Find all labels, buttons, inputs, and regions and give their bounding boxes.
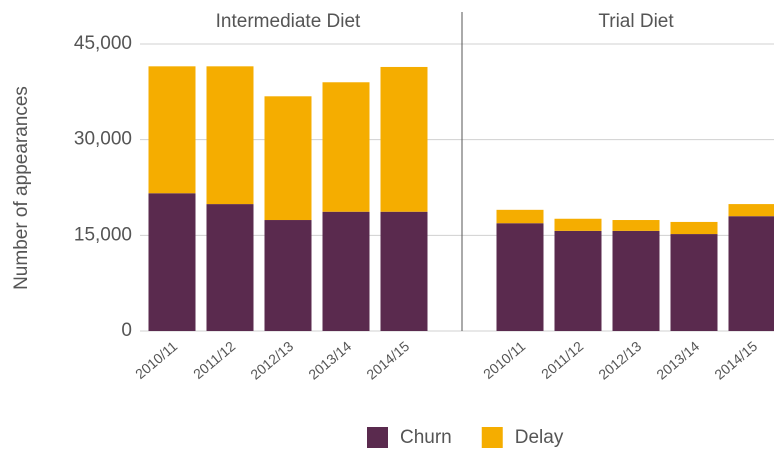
- x-tick-label: 2014/15: [711, 338, 760, 383]
- x-tick-label: 2012/13: [247, 338, 296, 383]
- x-tick-label: 2011/12: [538, 338, 586, 382]
- y-tick-label: 45,000: [74, 33, 132, 54]
- x-tick-label: 2013/14: [305, 338, 354, 383]
- bar-segment: [612, 230, 660, 331]
- group-label: Intermediate Diet: [216, 11, 361, 32]
- x-tick-label: 2014/15: [363, 338, 412, 383]
- x-tick-label: 2012/13: [595, 338, 644, 383]
- y-tick-label: 30,000: [74, 129, 132, 150]
- y-tick-label: 0: [121, 320, 132, 341]
- group-label: Trial Diet: [598, 11, 674, 32]
- bar-segment: [264, 96, 312, 221]
- bar-segment: [264, 220, 312, 331]
- y-tick-label: 15,000: [74, 224, 132, 245]
- bar-segment: [496, 223, 544, 331]
- bar-segment: [206, 204, 254, 331]
- x-tick-label: 2013/14: [653, 338, 702, 383]
- bar-segment: [728, 216, 774, 331]
- legend-label: Delay: [515, 427, 564, 448]
- bar-segment: [380, 66, 428, 212]
- bar-segment: [554, 218, 602, 231]
- bar-segment: [670, 221, 718, 235]
- bar-segment: [380, 211, 428, 331]
- bar-segment: [496, 209, 544, 224]
- x-tick-label: 2010/11: [480, 338, 528, 382]
- bar-segment: [322, 82, 370, 212]
- bar-segment: [728, 204, 774, 217]
- bar-segment: [148, 66, 196, 194]
- legend-swatch: [367, 427, 388, 448]
- bar-segment: [612, 220, 660, 231]
- x-tick-label: 2011/12: [190, 338, 238, 382]
- bar-segment: [554, 230, 602, 331]
- x-tick-label: 2010/11: [132, 338, 180, 382]
- bar-segment: [148, 193, 196, 331]
- legend-label: Churn: [400, 427, 452, 448]
- y-axis-label: Number of appearances: [11, 86, 32, 290]
- bar-segment: [206, 66, 254, 205]
- legend-swatch: [481, 427, 503, 448]
- bar-segment: [670, 234, 718, 331]
- bar-segment: [322, 211, 370, 331]
